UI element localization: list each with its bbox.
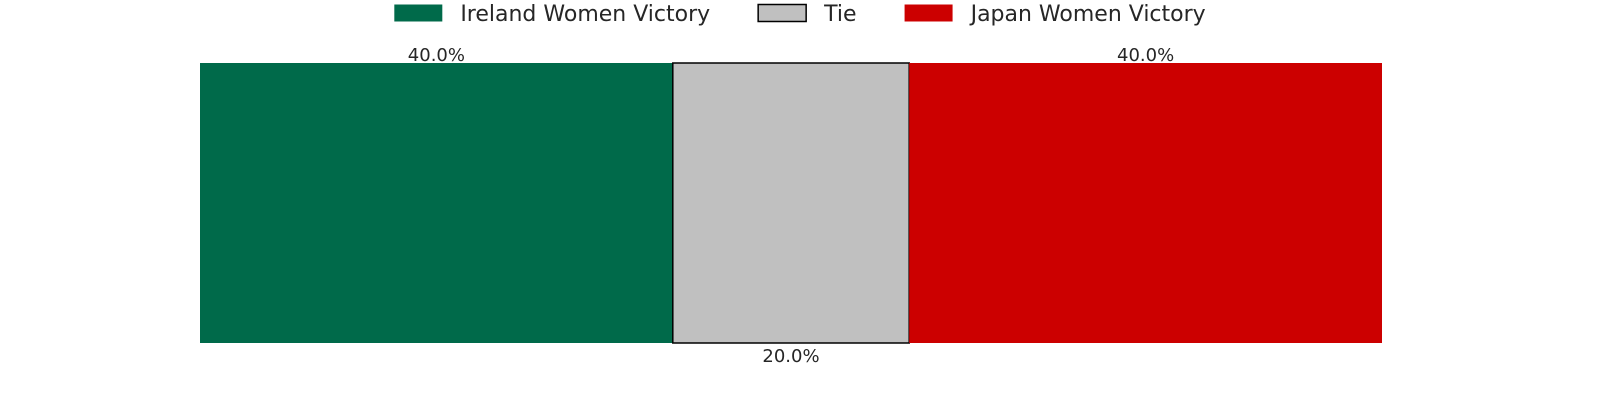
legend: Ireland Women Victory Tie Japan Women Vict… <box>394 2 1206 27</box>
bar-japan-women-victory <box>909 63 1382 343</box>
legend-item-tie: Tie <box>757 2 857 27</box>
legend-item-ireland-women-victory: Ireland Women Victory <box>394 2 710 27</box>
bar-ireland-women-victory <box>200 63 673 343</box>
pct-label-japan-women-victory: 40.0% <box>1117 45 1174 66</box>
legend-swatch-tie <box>757 3 807 23</box>
legend-item-japan-women-victory: Japan Women Victory <box>904 2 1206 27</box>
legend-swatch-ireland-women-victory <box>394 4 443 22</box>
pct-label-ireland-women-victory: 40.0% <box>408 45 465 66</box>
pct-label-tie: 20.0% <box>762 346 819 367</box>
legend-label-japan-women-victory: Japan Women Victory <box>969 2 1206 27</box>
legend-swatch-japan-women-victory <box>904 4 953 22</box>
percentage-labels: 40.0% 20.0% 40.0% <box>408 45 1174 367</box>
legend-label-tie: Tie <box>823 2 856 27</box>
bar-tie <box>672 62 910 344</box>
bars <box>200 62 1382 344</box>
legend-label-ireland-women-victory: Ireland Women Victory <box>460 2 710 27</box>
